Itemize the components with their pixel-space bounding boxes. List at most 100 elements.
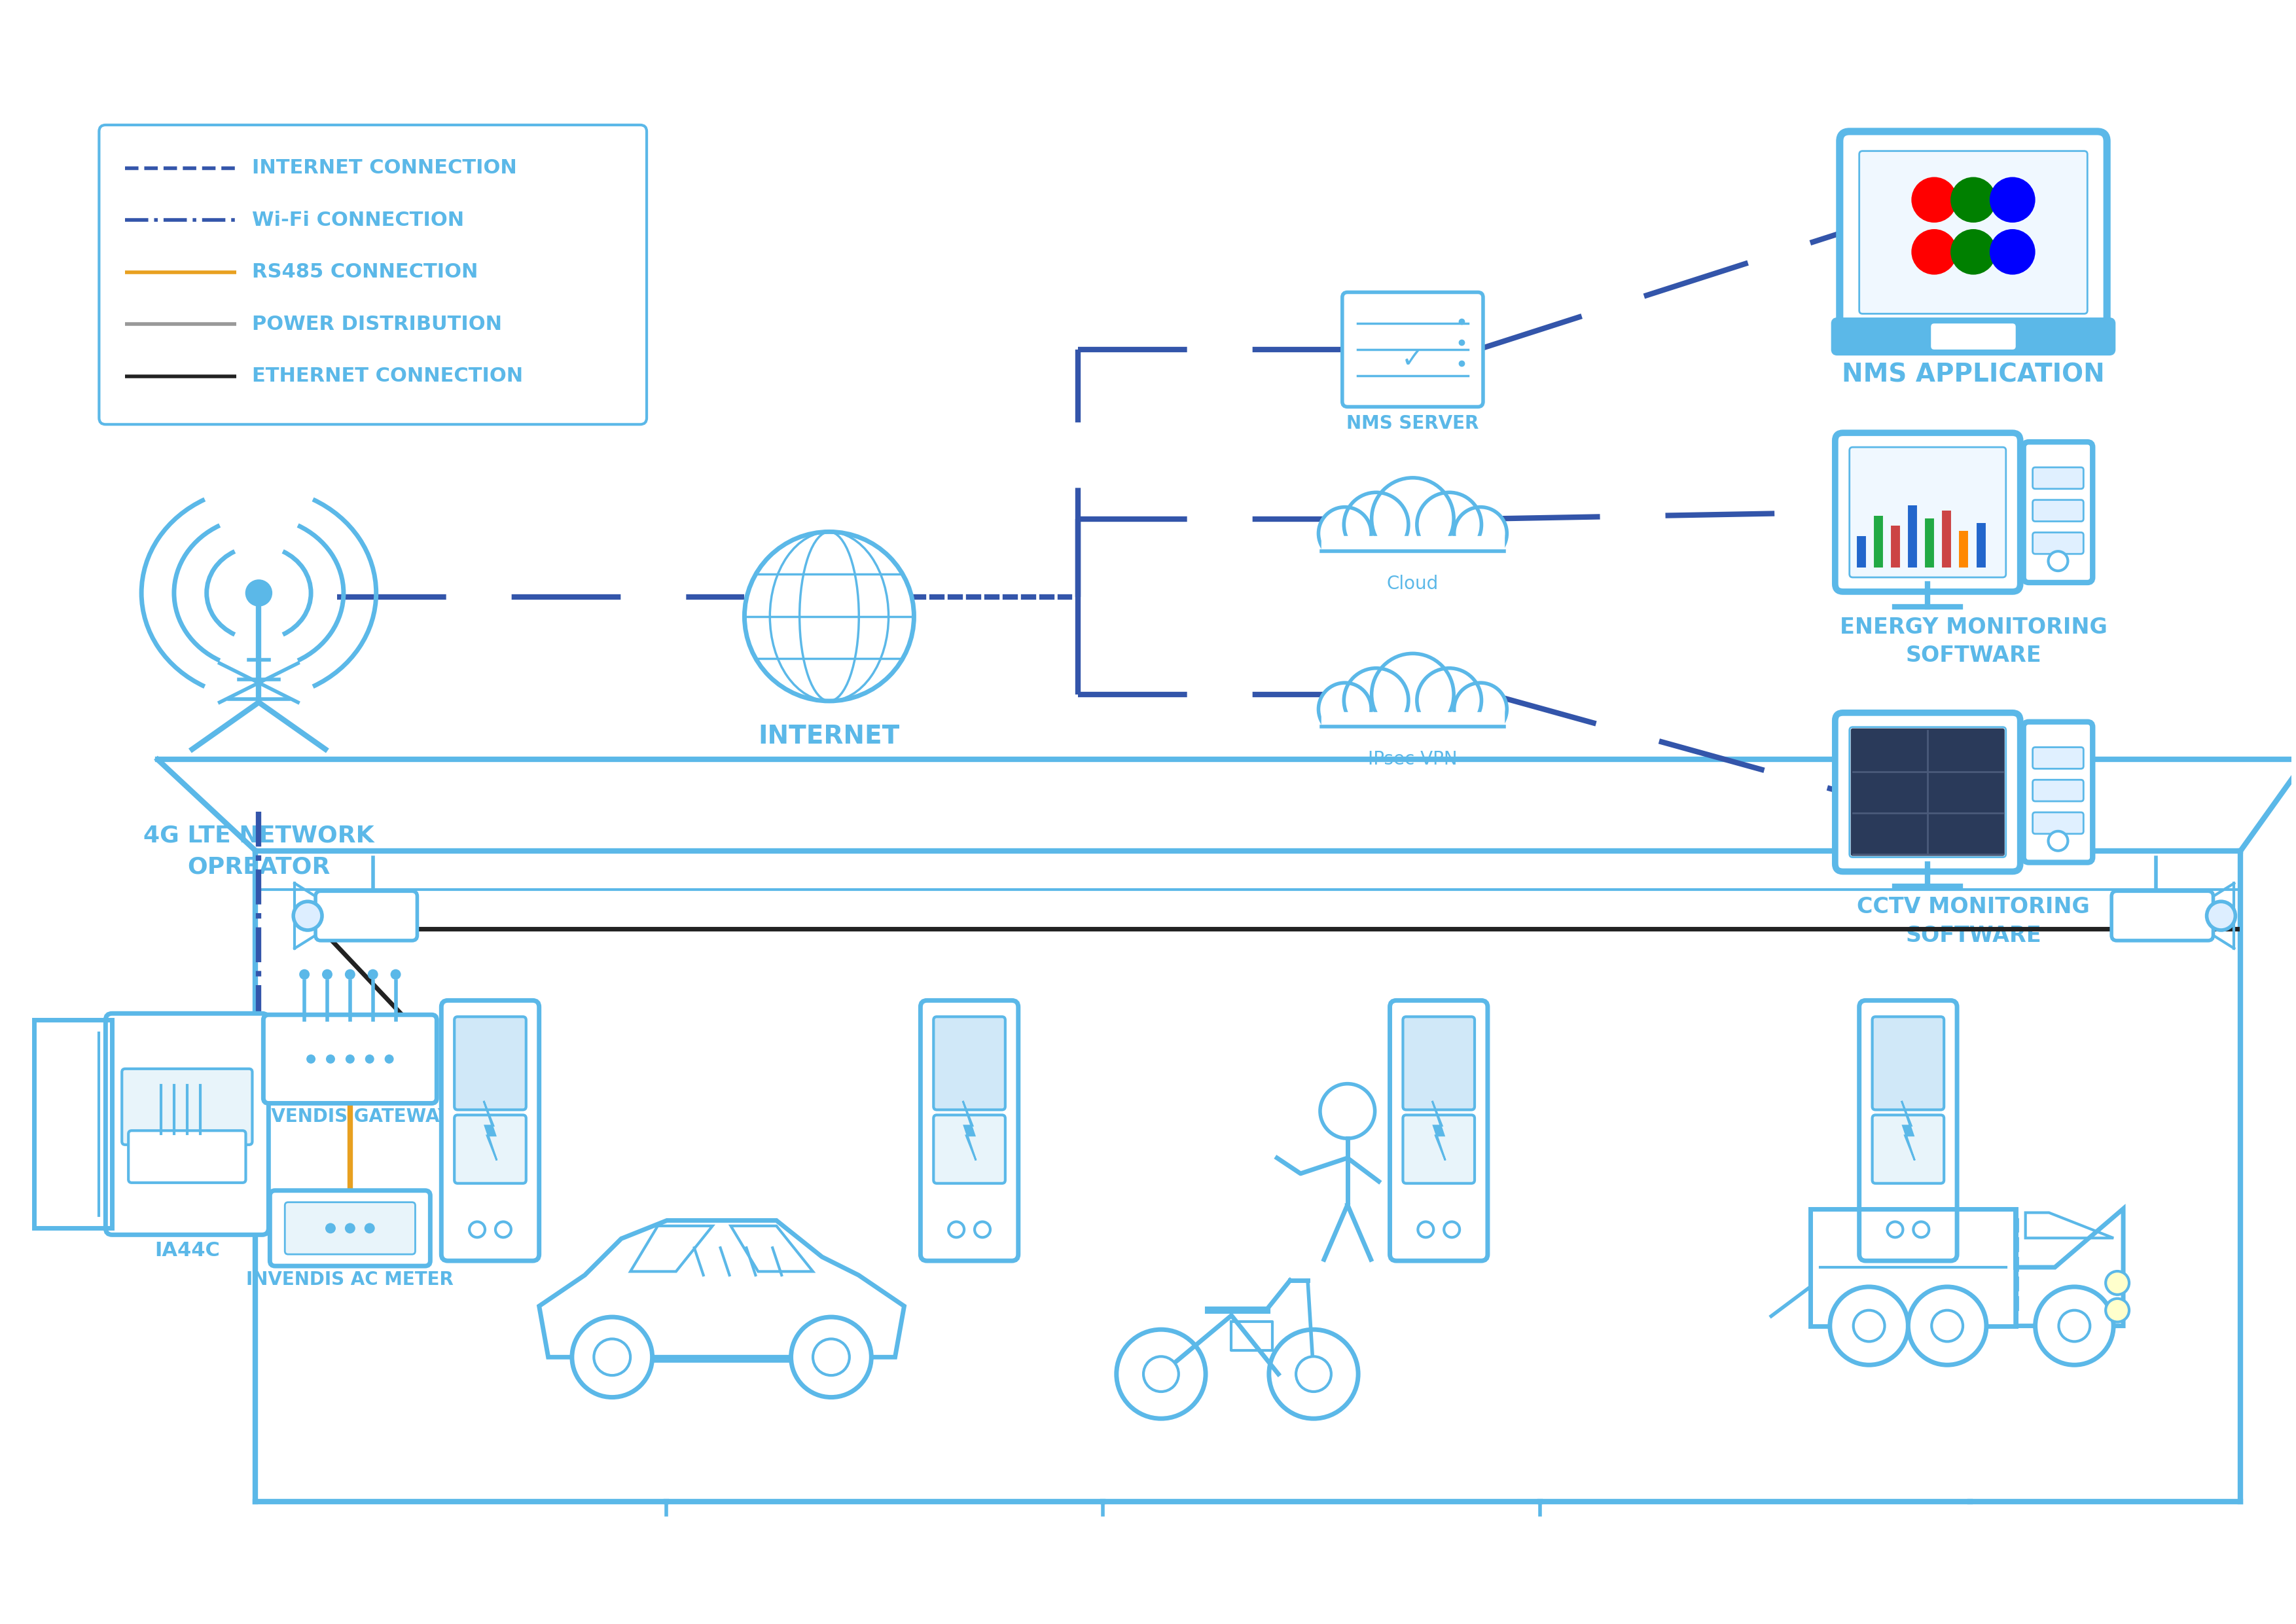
Text: IPsec VPN: IPsec VPN (1368, 750, 1458, 768)
Text: 4G LTE NETWORK
OPREATOR: 4G LTE NETWORK OPREATOR (142, 825, 374, 879)
FancyBboxPatch shape (1839, 132, 2108, 333)
Polygon shape (484, 1101, 496, 1160)
Circle shape (1417, 492, 1481, 557)
Circle shape (386, 1054, 393, 1064)
Circle shape (2105, 1272, 2128, 1294)
FancyBboxPatch shape (441, 1000, 540, 1260)
FancyBboxPatch shape (2032, 780, 2082, 801)
FancyBboxPatch shape (2032, 812, 2082, 833)
Circle shape (948, 1221, 964, 1237)
Circle shape (344, 1223, 356, 1234)
Text: NMS APPLICATION: NMS APPLICATION (1841, 362, 2105, 388)
Circle shape (1910, 229, 1956, 274)
Circle shape (792, 1317, 870, 1397)
Circle shape (1910, 177, 1956, 222)
Text: INVENDIS GATEWAY: INVENDIS GATEWAY (250, 1108, 450, 1125)
Circle shape (1991, 229, 2034, 274)
Text: ENERGY MONITORING
SOFTWARE: ENERGY MONITORING SOFTWARE (1839, 617, 2108, 666)
FancyBboxPatch shape (934, 1017, 1006, 1109)
Polygon shape (1433, 1101, 1444, 1160)
Text: POWER DISTRIBUTION: POWER DISTRIBUTION (253, 315, 503, 333)
FancyBboxPatch shape (1835, 713, 2020, 872)
FancyBboxPatch shape (315, 892, 418, 940)
Circle shape (1343, 667, 1407, 732)
Circle shape (1444, 1221, 1460, 1237)
Circle shape (1887, 1221, 1903, 1237)
Circle shape (305, 1054, 315, 1064)
Circle shape (321, 970, 333, 979)
Circle shape (390, 970, 402, 979)
FancyBboxPatch shape (1389, 1000, 1488, 1260)
Text: INVENDIS AC METER: INVENDIS AC METER (246, 1270, 455, 1289)
Circle shape (2206, 901, 2236, 931)
FancyBboxPatch shape (1851, 728, 2007, 857)
FancyBboxPatch shape (455, 1017, 526, 1109)
Polygon shape (1322, 536, 1504, 565)
Circle shape (1931, 1311, 1963, 1341)
Circle shape (2105, 1299, 2128, 1322)
FancyBboxPatch shape (2032, 500, 2082, 521)
FancyBboxPatch shape (1835, 320, 2112, 352)
FancyBboxPatch shape (1851, 447, 2007, 578)
Circle shape (1419, 1221, 1433, 1237)
Circle shape (572, 1317, 652, 1397)
Circle shape (2048, 551, 2069, 572)
FancyBboxPatch shape (1835, 434, 2020, 591)
Text: Wi-Fi CONNECTION: Wi-Fi CONNECTION (253, 211, 464, 229)
Circle shape (1295, 1356, 1332, 1392)
Circle shape (1318, 507, 1371, 560)
Circle shape (1830, 1286, 1908, 1364)
Polygon shape (1322, 711, 1504, 742)
Circle shape (1453, 507, 1506, 560)
Circle shape (1952, 177, 1995, 222)
Text: RS485 CONNECTION: RS485 CONNECTION (253, 263, 478, 281)
Circle shape (326, 1223, 335, 1234)
Circle shape (1952, 229, 1995, 274)
FancyBboxPatch shape (285, 1202, 416, 1254)
Text: INTERNET CONNECTION: INTERNET CONNECTION (253, 159, 517, 177)
Circle shape (1853, 1311, 1885, 1341)
Circle shape (1908, 1286, 1986, 1364)
FancyBboxPatch shape (129, 1130, 246, 1182)
Text: ✓: ✓ (1401, 346, 1424, 374)
Text: CCTV MONITORING
SOFTWARE: CCTV MONITORING SOFTWARE (1857, 896, 2089, 947)
Circle shape (813, 1338, 850, 1376)
FancyBboxPatch shape (1860, 1000, 1956, 1260)
Circle shape (248, 581, 271, 604)
FancyBboxPatch shape (2032, 468, 2082, 489)
Text: NMS SERVER: NMS SERVER (1345, 414, 1479, 434)
FancyBboxPatch shape (1403, 1017, 1474, 1109)
FancyBboxPatch shape (271, 1190, 429, 1267)
Text: IA44C: IA44C (154, 1241, 220, 1260)
Circle shape (974, 1221, 990, 1237)
Circle shape (1143, 1356, 1178, 1392)
Circle shape (344, 970, 356, 979)
FancyBboxPatch shape (934, 1116, 1006, 1184)
Circle shape (1116, 1330, 1205, 1419)
Text: ETHERNET CONNECTION: ETHERNET CONNECTION (253, 367, 523, 387)
FancyBboxPatch shape (1851, 728, 2004, 856)
FancyBboxPatch shape (921, 1000, 1017, 1260)
Text: INTERNET: INTERNET (758, 724, 900, 749)
FancyBboxPatch shape (2032, 533, 2082, 554)
Circle shape (344, 1054, 354, 1064)
Polygon shape (962, 1101, 976, 1160)
FancyBboxPatch shape (1860, 151, 2087, 313)
Circle shape (1913, 1221, 1929, 1237)
FancyBboxPatch shape (2112, 892, 2213, 940)
FancyBboxPatch shape (99, 125, 647, 424)
FancyBboxPatch shape (122, 1069, 253, 1145)
FancyBboxPatch shape (106, 1013, 269, 1234)
Circle shape (595, 1338, 631, 1376)
Circle shape (298, 970, 310, 979)
Circle shape (1371, 653, 1453, 736)
Circle shape (365, 1223, 374, 1234)
Circle shape (1371, 477, 1453, 560)
Circle shape (365, 1054, 374, 1064)
Polygon shape (1901, 1101, 1915, 1160)
Circle shape (1453, 682, 1506, 736)
Circle shape (1270, 1330, 1359, 1419)
Circle shape (1991, 177, 2034, 222)
Circle shape (367, 970, 379, 979)
Circle shape (1343, 492, 1407, 557)
